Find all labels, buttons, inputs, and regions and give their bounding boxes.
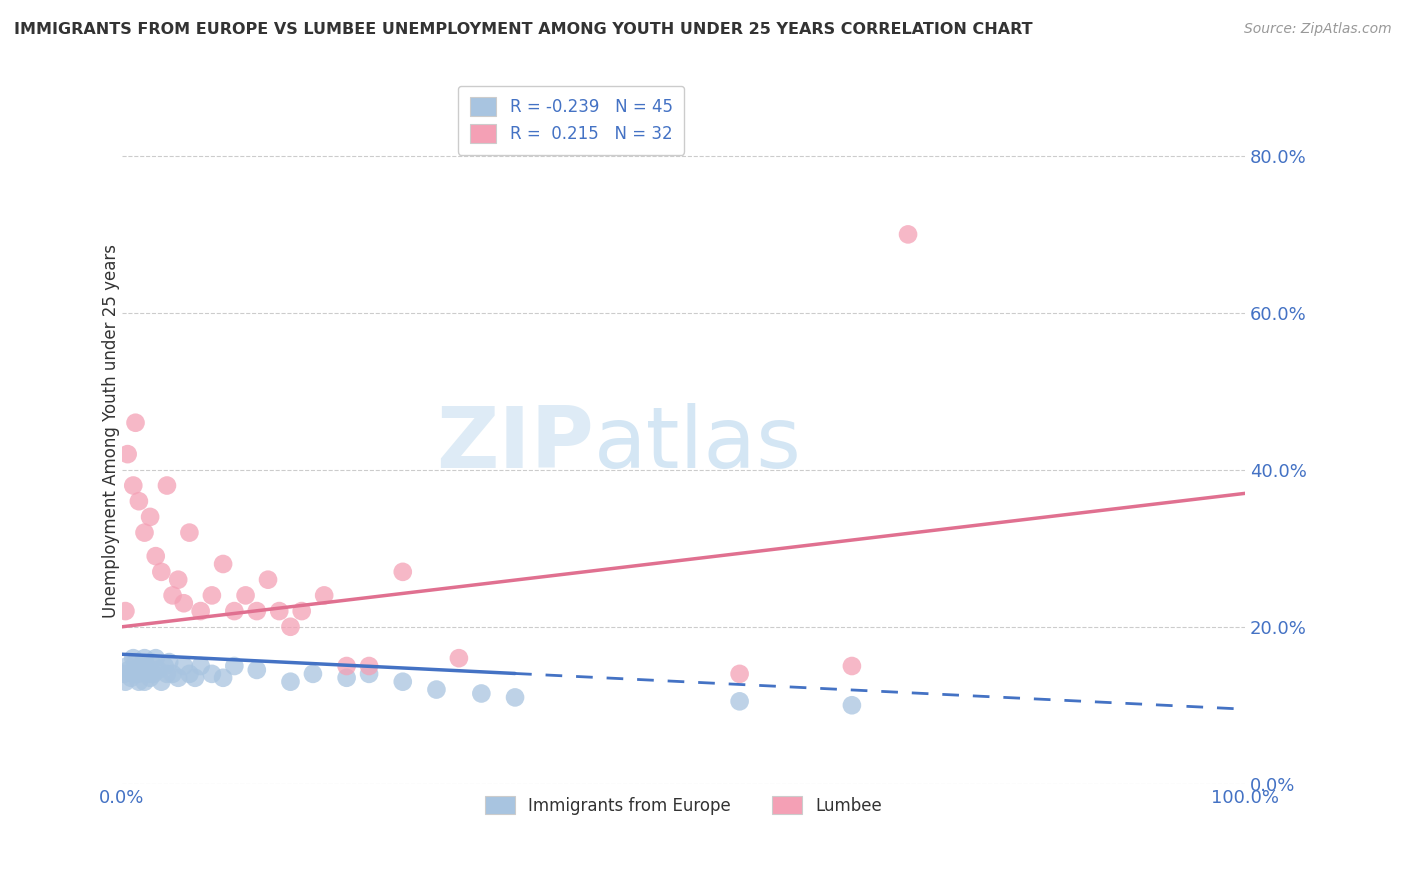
Point: [128, 674, 150, 689]
Point: [129, 659, 152, 673]
Legend: Immigrants from Europe, Lumbee: Immigrants from Europe, Lumbee: [475, 786, 893, 825]
Point: [162, 588, 184, 602]
Point: [128, 494, 150, 508]
Point: [122, 478, 145, 492]
Point: [118, 663, 141, 677]
Point: [235, 588, 257, 602]
Text: ZIP: ZIP: [436, 403, 593, 486]
Point: [841, 659, 863, 673]
Point: [134, 674, 156, 689]
Point: [257, 573, 280, 587]
Point: [201, 666, 224, 681]
Point: [114, 604, 136, 618]
Point: [134, 525, 156, 540]
Point: [124, 416, 146, 430]
Point: [131, 663, 153, 677]
Point: [117, 447, 139, 461]
Point: [142, 666, 165, 681]
Point: [134, 651, 156, 665]
Point: [447, 651, 470, 665]
Point: [728, 666, 751, 681]
Point: [145, 549, 167, 563]
Point: [146, 663, 169, 677]
Point: [114, 674, 136, 689]
Point: [153, 659, 176, 673]
Point: [336, 671, 359, 685]
Text: Source: ZipAtlas.com: Source: ZipAtlas.com: [1244, 22, 1392, 37]
Text: IMMIGRANTS FROM EUROPE VS LUMBEE UNEMPLOYMENT AMONG YOUTH UNDER 25 YEARS CORRELA: IMMIGRANTS FROM EUROPE VS LUMBEE UNEMPLO…: [14, 22, 1032, 37]
Text: atlas: atlas: [593, 403, 801, 486]
Point: [201, 588, 224, 602]
Point: [117, 659, 139, 673]
Point: [135, 659, 157, 673]
Point: [503, 690, 526, 705]
Point: [391, 565, 413, 579]
Point: [728, 694, 751, 708]
Point: [150, 674, 173, 689]
Point: [190, 604, 212, 618]
Point: [167, 573, 190, 587]
Point: [224, 659, 246, 673]
Point: [280, 674, 302, 689]
Point: [246, 604, 269, 618]
Point: [156, 478, 179, 492]
Point: [391, 674, 413, 689]
Point: [139, 671, 162, 685]
Point: [139, 509, 162, 524]
Point: [179, 525, 201, 540]
Point: [359, 659, 381, 673]
Point: [173, 659, 195, 673]
Point: [112, 666, 135, 681]
Point: [179, 666, 201, 681]
Point: [246, 663, 269, 677]
Point: [162, 666, 184, 681]
Point: [897, 227, 920, 242]
Point: [224, 604, 246, 618]
Point: [120, 671, 142, 685]
Point: [150, 565, 173, 579]
Y-axis label: Unemployment Among Youth under 25 years: Unemployment Among Youth under 25 years: [103, 244, 120, 617]
Point: [212, 671, 235, 685]
Point: [359, 666, 381, 681]
Point: [184, 671, 207, 685]
Point: [156, 666, 179, 681]
Point: [157, 655, 180, 669]
Point: [280, 620, 302, 634]
Point: [470, 686, 492, 700]
Point: [138, 666, 160, 681]
Point: [141, 655, 163, 669]
Point: [122, 666, 145, 681]
Point: [212, 557, 235, 571]
Point: [190, 659, 212, 673]
Point: [336, 659, 359, 673]
Point: [127, 666, 149, 681]
Point: [145, 651, 167, 665]
Point: [291, 604, 314, 618]
Point: [124, 655, 146, 669]
Point: [314, 588, 336, 602]
Point: [425, 682, 447, 697]
Point: [302, 666, 325, 681]
Point: [269, 604, 291, 618]
Point: [841, 698, 863, 713]
Point: [167, 671, 190, 685]
Point: [173, 596, 195, 610]
Point: [122, 651, 145, 665]
